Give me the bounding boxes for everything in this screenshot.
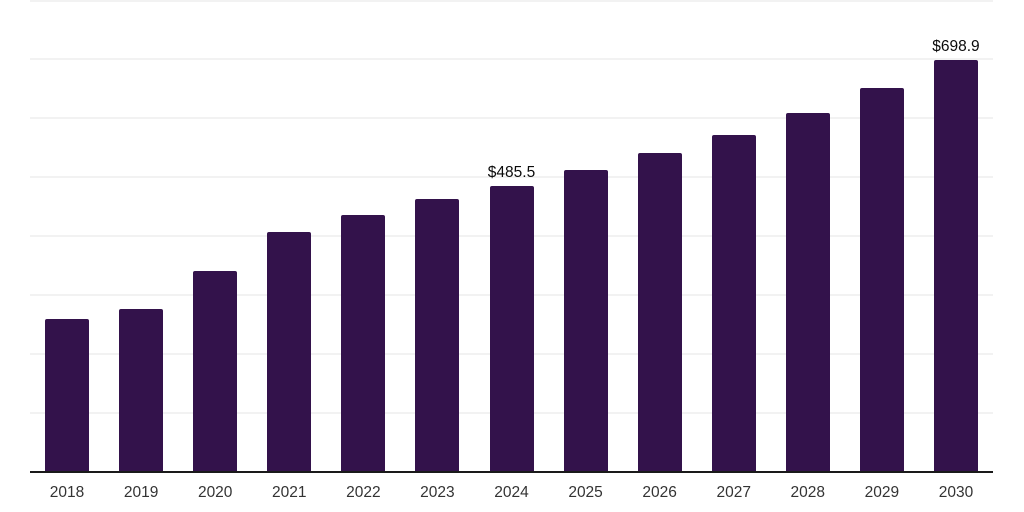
x-tick-2026: 2026	[642, 484, 677, 501]
bar-2020	[193, 271, 237, 471]
x-tick-2024: 2024	[494, 484, 529, 501]
x-tick-2025: 2025	[568, 484, 603, 501]
bar-2029	[860, 88, 904, 471]
bar-2025	[564, 170, 608, 471]
bar-2021	[267, 232, 311, 471]
bar-2019	[119, 309, 163, 471]
x-tick-2020: 2020	[197, 484, 233, 501]
x-axis-line	[30, 471, 993, 473]
bar-2022	[341, 215, 385, 471]
x-tick-2022: 2022	[346, 484, 381, 501]
gridline-600	[30, 117, 993, 119]
x-tick-2030: 2030	[938, 484, 974, 501]
gridline-700	[30, 58, 993, 60]
value-label-2030: $698.9	[932, 38, 980, 55]
bar-2023	[415, 199, 459, 471]
bar-2027	[712, 135, 756, 471]
x-tick-2028: 2028	[790, 484, 826, 501]
x-tick-2018: 2018	[49, 484, 85, 501]
x-tick-2019: 2019	[123, 484, 159, 501]
bar-2026	[638, 153, 682, 471]
x-tick-2021: 2021	[272, 484, 307, 501]
x-tick-2029: 2029	[864, 484, 900, 501]
gridline-800	[30, 0, 993, 2]
x-tick-2023: 2023	[420, 484, 455, 501]
bar-2028	[786, 113, 830, 471]
bar-2024	[490, 186, 534, 471]
x-tick-2027: 2027	[716, 484, 751, 501]
bar-2030	[934, 60, 978, 471]
value-label-2024: $485.5	[487, 164, 536, 181]
gridline-500	[30, 176, 993, 178]
bar-2018	[45, 319, 89, 471]
